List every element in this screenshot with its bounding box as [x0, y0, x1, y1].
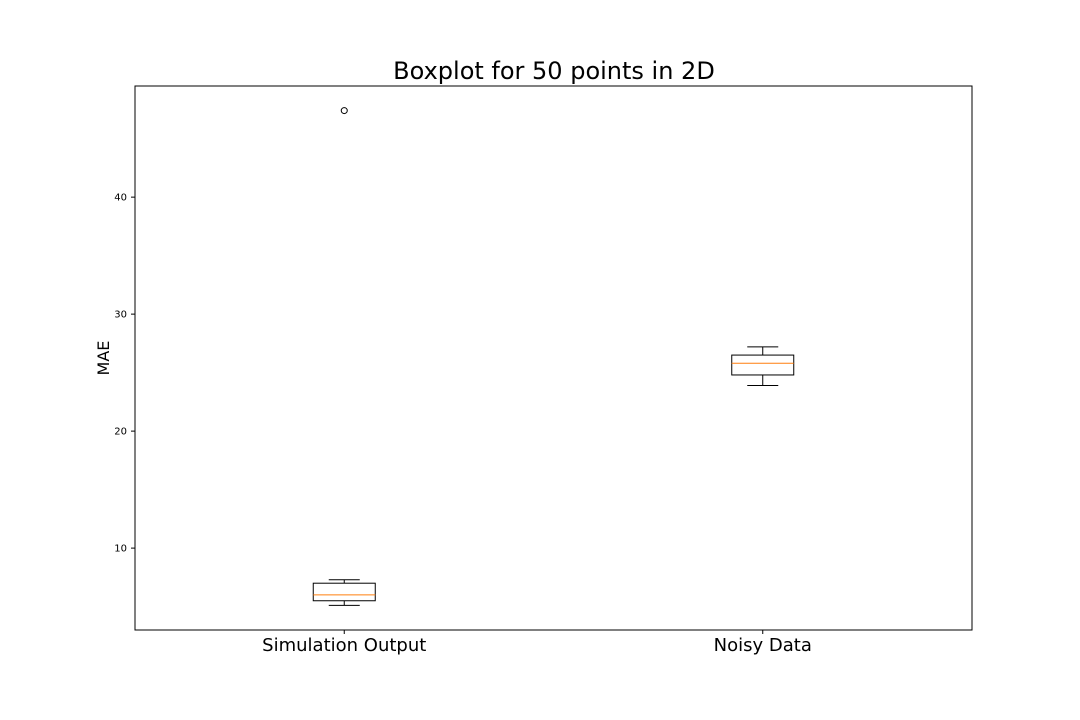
x-axis: Simulation Output Noisy Data [262, 630, 812, 656]
outlier-point [340, 107, 348, 115]
box-group [731, 346, 795, 386]
box-iqr [731, 354, 795, 376]
x-tick-label: Simulation Output [262, 635, 426, 656]
plot-area [312, 107, 795, 606]
y-axis-label: MAE [94, 341, 113, 376]
x-tick-label: Noisy Data [714, 635, 812, 656]
y-axis: 10 20 30 40 [114, 193, 135, 555]
chart-title: Boxplot for 50 points in 2D [393, 57, 715, 85]
y-tick-label: 10 [114, 544, 127, 555]
y-tick-label: 30 [114, 310, 127, 321]
plot-frame [134, 85, 973, 631]
y-tick-label: 40 [114, 193, 127, 204]
box-group [312, 107, 376, 606]
box-iqr [312, 582, 376, 602]
y-tick-label: 20 [114, 427, 127, 438]
